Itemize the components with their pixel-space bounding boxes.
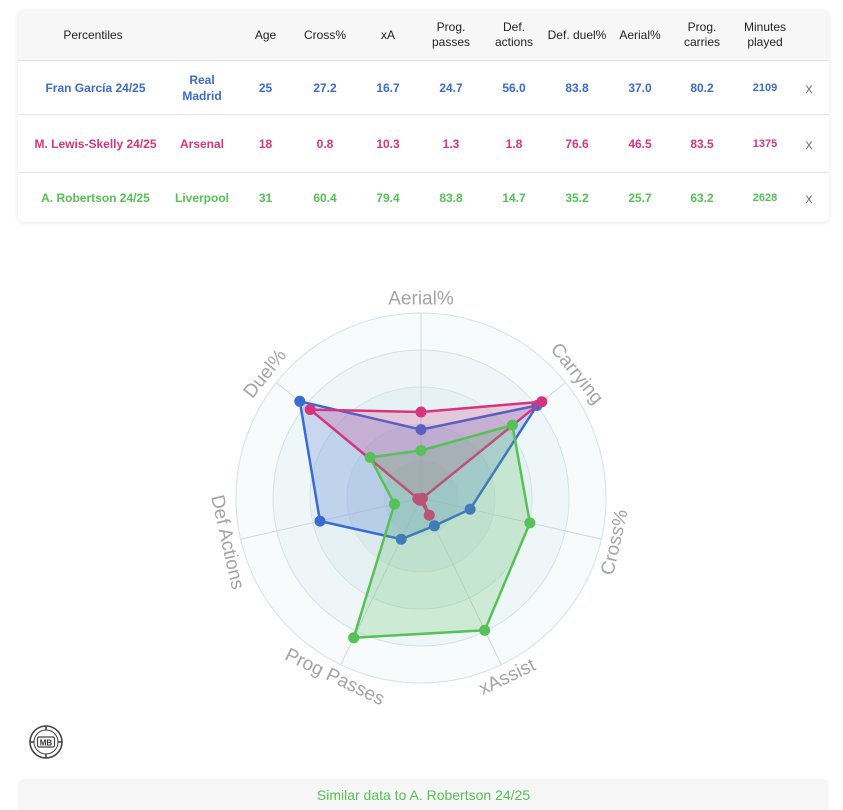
prog-passes-value: 1.3: [442, 137, 460, 151]
radar-point-0-2[interactable]: [464, 503, 476, 515]
radar-point-0-4[interactable]: [395, 533, 407, 545]
logo-text: MB: [40, 738, 53, 747]
remove-player-button[interactable]: x: [805, 190, 813, 206]
header-aerial: Aerial%: [619, 27, 661, 42]
radar-point-2-1[interactable]: [506, 419, 518, 431]
radar-point-0-0[interactable]: [415, 424, 427, 436]
radar-point-0-6[interactable]: [294, 395, 306, 407]
def-actions-value: 1.8: [505, 137, 523, 151]
cross-value: 27.2: [313, 81, 337, 95]
header-xa: xA: [380, 27, 395, 42]
def-actions-value: 14.7: [502, 191, 526, 205]
team-name: Liverpool: [174, 191, 229, 205]
remove-player-button[interactable]: x: [805, 136, 813, 152]
def-duel-value: 83.8: [565, 81, 589, 95]
header-def-actions: Def. actions: [494, 20, 534, 49]
radar-axis-label: Aerial%: [388, 289, 454, 310]
age-value: 31: [258, 191, 273, 205]
xa-value: 16.7: [376, 81, 400, 95]
radar-point-2-0[interactable]: [415, 445, 427, 456]
comparison-table: Percentiles Age Cross% xA Prog. passes D…: [18, 10, 829, 222]
radar-point-1-5[interactable]: [412, 493, 424, 505]
prog-passes-value: 83.8: [439, 191, 463, 205]
radar-point-2-4[interactable]: [348, 632, 360, 644]
radar-spoke: [420, 497, 602, 540]
radar-point-2-2[interactable]: [524, 517, 536, 529]
cross-value: 60.4: [313, 191, 337, 205]
similar-data-link[interactable]: Similar data to A. Robertson 24/25: [18, 779, 829, 810]
def-actions-value: 56.0: [502, 81, 526, 95]
radar-point-0-5[interactable]: [314, 515, 326, 527]
table-row: Fran García 24/25 Real Madrid 25 27.2 16…: [18, 60, 829, 115]
remove-player-button[interactable]: x: [805, 80, 813, 96]
table-header: Percentiles Age Cross% xA Prog. passes D…: [18, 10, 829, 60]
table-row: M. Lewis-Skelly 24/25 Arsenal 18 0.8 10.…: [18, 114, 829, 173]
radar-point-1-3[interactable]: [423, 509, 435, 521]
xa-value: 10.3: [376, 137, 400, 151]
radar-point-0-3[interactable]: [428, 520, 440, 532]
team-name: Arsenal: [179, 137, 225, 151]
header-prog-passes: Prog. passes: [431, 20, 471, 49]
mb-logo-icon: MB: [29, 725, 63, 759]
xa-value: 79.4: [376, 191, 400, 205]
minutes-value: 2109: [752, 82, 778, 94]
team-name: Real Madrid: [182, 73, 222, 103]
header-def-duel: Def. duel%: [547, 27, 607, 42]
aerial-value: 25.7: [628, 191, 652, 205]
header-age: Age: [254, 27, 277, 42]
radar-point-1-1[interactable]: [536, 396, 548, 408]
radar-point-2-3[interactable]: [479, 624, 491, 636]
minutes-value: 1375: [752, 138, 778, 150]
minutes-value: 2628: [752, 192, 778, 204]
cross-value: 0.8: [316, 137, 334, 151]
aerial-value: 46.5: [628, 137, 652, 151]
player-name[interactable]: Fran García 24/25: [45, 81, 146, 95]
table-row: A. Robertson 24/25 Liverpool 31 60.4 79.…: [18, 172, 829, 222]
header-percentiles: Percentiles: [63, 27, 123, 42]
age-value: 18: [258, 137, 273, 151]
prog-carries-value: 80.2: [690, 81, 714, 95]
age-value: 25: [258, 81, 273, 95]
radar-series-1-area: [308, 400, 544, 517]
def-duel-value: 35.2: [565, 191, 589, 205]
radar-point-2-5[interactable]: [389, 498, 400, 510]
player-name[interactable]: A. Robertson 24/25: [41, 191, 150, 205]
radar-series: [294, 395, 548, 644]
prog-passes-value: 24.7: [439, 81, 463, 95]
aerial-value: 37.0: [628, 81, 652, 95]
def-duel-value: 76.6: [565, 137, 589, 151]
radar-point-1-0[interactable]: [415, 406, 427, 418]
player-name[interactable]: M. Lewis-Skelly 24/25: [34, 137, 157, 151]
prog-carries-value: 63.2: [690, 191, 714, 205]
header-prog-carries: Prog. carries: [683, 20, 720, 49]
header-minutes: Minutes played: [743, 20, 787, 49]
radar-point-1-6[interactable]: [304, 404, 316, 416]
header-cross: Cross%: [303, 27, 346, 42]
radar-series-2-area: [352, 423, 532, 639]
radar-point-2-6[interactable]: [364, 451, 376, 463]
prog-carries-value: 83.5: [690, 137, 714, 151]
